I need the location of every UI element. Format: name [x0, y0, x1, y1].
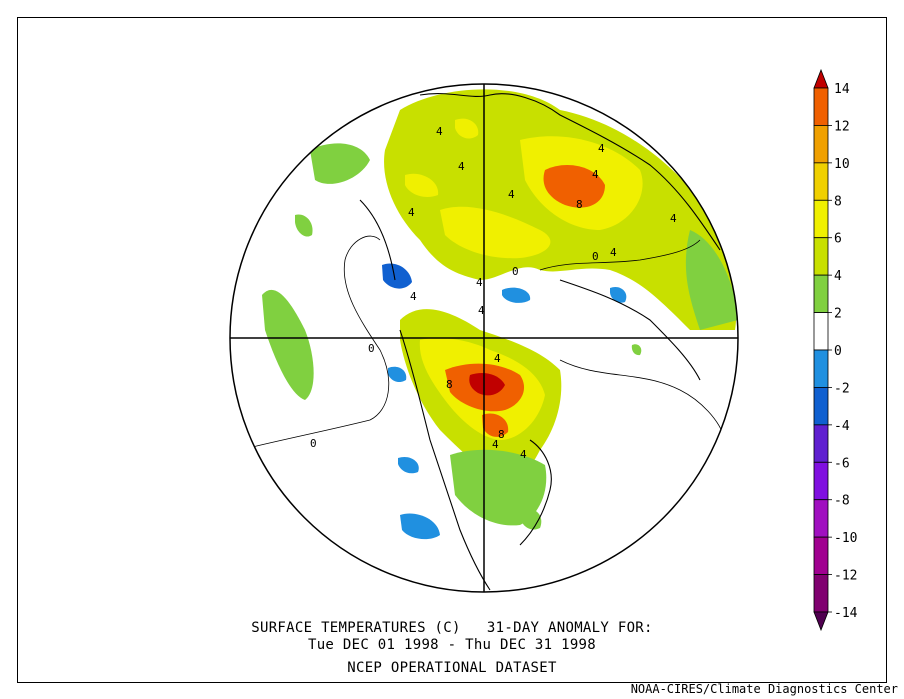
colorbar-label: -6 [834, 456, 850, 471]
colorbar-segment [813, 162, 829, 201]
anomaly-region-yellow-1 [440, 206, 551, 259]
colorbar-segment [813, 499, 829, 538]
polar-map: 4 4 4 4 4 8 4 0 4 4 4 0 4 0 4 8 4 8 4 4 … [229, 83, 739, 593]
colorbar-segment [813, 461, 829, 501]
anomaly-region-yellow-3 [455, 118, 479, 139]
anomaly-region-pacific [262, 289, 314, 400]
colorbar-label: -8 [834, 494, 850, 509]
colorbar-bottom-arrow [813, 611, 829, 632]
anomaly-region-europe [685, 230, 738, 330]
colorbar-label: -14 [834, 606, 858, 621]
anomaly-region-cold-3 [610, 286, 627, 303]
contour-label: 4 [520, 448, 527, 461]
anomaly-region-eurasia-green [310, 143, 370, 184]
colorbar-label: -12 [834, 569, 857, 584]
anomaly-fields [239, 89, 738, 591]
contour-label: 4 [458, 160, 465, 173]
anomaly-region-cold-6 [400, 513, 440, 540]
contour-label: 0 [592, 250, 599, 263]
anomaly-region-cold-1 [382, 263, 412, 289]
colorbar-segment [813, 312, 829, 351]
anomaly-region-cold-4 [388, 366, 407, 383]
coastline-3 [519, 439, 552, 546]
contour-label: 0 [310, 437, 317, 450]
anomaly-region-usa-east [450, 449, 547, 526]
contour-label: 4 [508, 188, 515, 201]
contour-label: 0 [368, 342, 375, 355]
contour-label: 0 [512, 265, 519, 278]
colorbar-segment [813, 574, 829, 613]
anomaly-region-hudson-orange [482, 413, 509, 437]
contour-label: 4 [408, 206, 415, 219]
colorbar-label: 10 [834, 157, 850, 172]
contour-label: 4 [410, 290, 417, 303]
contour-label: 8 [498, 428, 505, 441]
colorbar-segment [813, 424, 829, 463]
anomaly-region-canada-red [469, 373, 505, 396]
contour-label: 4 [598, 142, 605, 155]
coastline-4 [559, 279, 701, 381]
contour-label: 8 [576, 198, 583, 211]
contour-label: 4 [670, 212, 677, 225]
anomaly-region-cold-5 [398, 456, 419, 474]
anomaly-region-cold-2 [502, 287, 531, 303]
colorbar-label: 8 [834, 194, 842, 209]
coastline-2 [399, 329, 491, 591]
zero-contour-line-2 [559, 359, 726, 441]
colorbar-segment [813, 349, 829, 388]
contour-label: 4 [476, 276, 483, 289]
colorbar-label: 0 [834, 344, 842, 359]
colorbar-segment [813, 87, 829, 126]
colorbar-label: 14 [834, 82, 850, 97]
colorbar-label: -2 [834, 381, 850, 396]
globe-outline [229, 83, 739, 593]
colorbar-segment [813, 536, 829, 575]
coastline [419, 93, 721, 251]
contour-label: 4 [610, 246, 617, 259]
contour-label: 4 [494, 352, 501, 365]
colorbar-segment [813, 387, 829, 426]
anomaly-region-small-green [631, 344, 642, 356]
colorbar-label: 6 [834, 232, 842, 247]
contour-label: 4 [492, 438, 499, 451]
colorbar-segment [813, 274, 829, 313]
colorbar-segment [813, 237, 829, 276]
contour-label: 4 [436, 125, 443, 138]
contour-label: 4 [478, 304, 485, 317]
colorbar-label: 12 [834, 119, 850, 134]
caption-dataset: NCEP OPERATIONAL DATASET [347, 660, 557, 676]
colorbar-label: 2 [834, 307, 842, 322]
colorbar-label: -4 [834, 419, 850, 434]
colorbar-label: 4 [834, 269, 842, 284]
anomaly-region-bering [295, 214, 313, 237]
coastline-5 [359, 199, 396, 281]
caption-title: SURFACE TEMPERATURES (C) 31-DAY ANOMALY … [251, 620, 653, 636]
zero-contour-line-3 [539, 239, 701, 271]
contour-labels: 4 4 4 4 4 8 4 0 4 4 4 0 4 0 4 8 4 8 4 4 … [310, 125, 677, 461]
anomaly-region-yellow-4 [405, 173, 439, 197]
caption-date-range: Tue DEC 01 1998 - Thu DEC 31 1998 [307, 637, 597, 653]
credit-text: NOAA-CIRES/Climate Diagnostics Center [630, 682, 898, 696]
colorbar-segment [813, 125, 829, 164]
anomaly-region-orange-siberia [543, 165, 605, 208]
contour-label: 8 [446, 378, 453, 391]
colorbar-label: -10 [834, 531, 857, 546]
colorbar-segment [813, 199, 829, 239]
colorbar: 14 12 10 8 6 4 2 0 -2 -4 -6 -8 -10 -12 -14 [813, 68, 858, 632]
colorbar-top-arrow [813, 68, 829, 89]
zero-contour-line [239, 235, 390, 451]
contour-label: 4 [592, 168, 599, 181]
